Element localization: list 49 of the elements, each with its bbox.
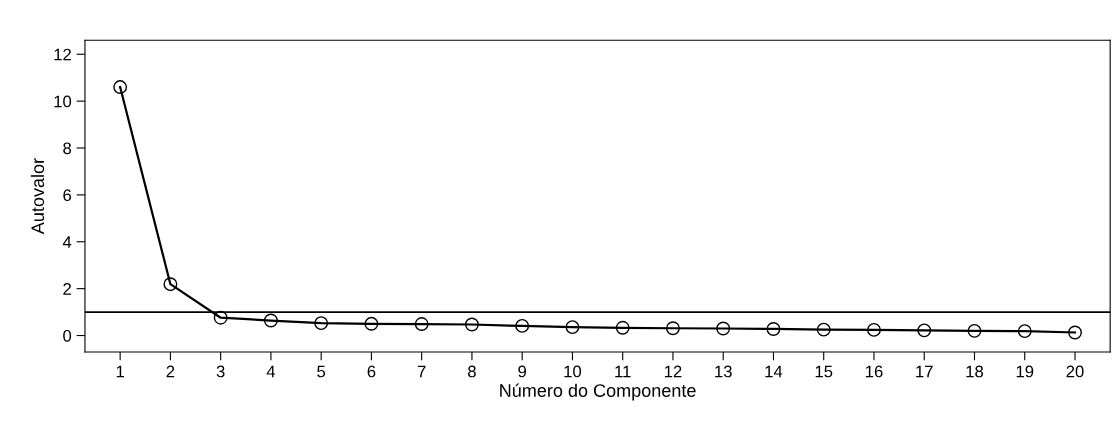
x-tick-label: 13 [715,365,732,378]
x-tick-label: 8 [468,365,476,378]
x-tick-label: 1 [116,365,124,378]
point [766,322,781,336]
x-tick-label: 16 [865,365,883,378]
point [213,310,228,325]
x-tick-label: 19 [1016,365,1034,378]
y-tick-label: 6 [63,189,72,202]
x-tick-label: 3 [216,365,225,378]
point [263,313,278,328]
point [615,320,630,335]
point [364,316,379,331]
x-tick-label: 9 [518,365,527,378]
point [113,80,128,95]
y-tick-label: 4 [62,236,72,248]
y-tick-label: 2 [63,283,71,295]
point [163,277,178,292]
y-axis-title: Autovalor [30,158,45,235]
x-tick-label: 18 [966,365,984,378]
point [1068,325,1082,340]
x-tick-label: 5 [317,365,326,378]
point [515,318,530,333]
point [666,321,680,336]
point [967,323,982,338]
point [716,321,731,336]
point [1017,324,1032,339]
x-tick-label: 14 [765,365,783,378]
point [565,320,580,335]
x-tick-label: 10 [564,365,582,378]
y-tick-label: 0 [63,329,72,342]
x-tick-label: 17 [916,365,933,378]
point [917,323,932,338]
x-tick-label: 20 [1066,365,1084,378]
x-tick-label: 12 [664,365,682,378]
point [414,317,429,331]
point [314,316,329,331]
y-tick-label: 12 [54,48,71,61]
x-tick-label: 11 [615,365,631,378]
x-tick-label: 4 [266,365,276,378]
point [816,322,831,337]
x-axis-title: Número do Componente [500,383,696,401]
x-tick-label: 15 [815,365,833,378]
y-tick-label: 10 [54,95,72,108]
y-tick-label: 8 [63,142,72,155]
x-tick-label: 6 [367,365,376,378]
point [867,322,881,337]
x-tick-label: 7 [417,365,426,378]
point [464,317,479,332]
x-tick-label: 2 [166,365,175,378]
